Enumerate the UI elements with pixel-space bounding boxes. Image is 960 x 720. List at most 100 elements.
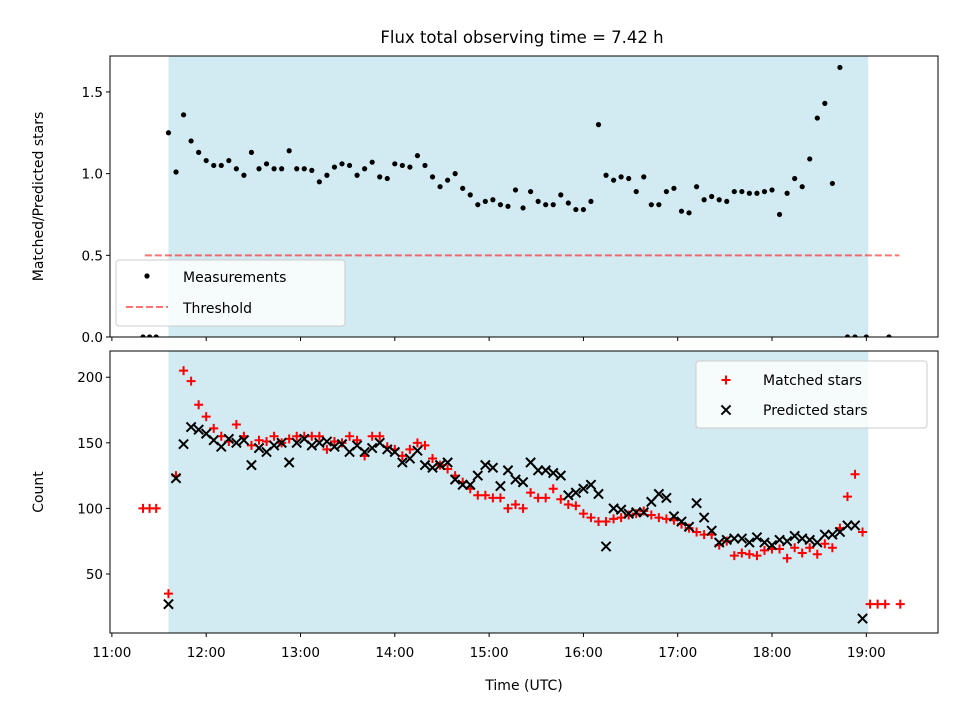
- predicted-star-point: [178, 438, 189, 450]
- predicted-star-point: [193, 424, 204, 436]
- measurement-point: [626, 175, 632, 182]
- matched-star-point: [495, 493, 505, 503]
- measurement-point: [603, 172, 609, 178]
- measurement-point: [746, 190, 752, 196]
- predicted-star-point: [766, 539, 778, 551]
- measurement-point: [437, 184, 443, 190]
- measurement-point: [377, 174, 383, 180]
- measurement-point: [354, 172, 360, 178]
- measurement-point: [829, 180, 835, 187]
- matched-star-point: [186, 376, 196, 386]
- predicted-star-point: [759, 537, 770, 548]
- measurement-point: [648, 202, 654, 208]
- measurement-point: [558, 192, 564, 198]
- measurement-point: [324, 172, 330, 178]
- matched-star-point: [805, 543, 815, 553]
- predicted-star-point: [397, 457, 408, 468]
- matched-star-point: [314, 431, 324, 441]
- measurement-point: [886, 334, 892, 337]
- matched-star-point: [473, 490, 483, 500]
- y-tick-label: 1.0: [82, 167, 103, 183]
- measurement-point: [429, 174, 436, 180]
- matched-star-point: [850, 469, 860, 479]
- measurement-point: [173, 169, 179, 175]
- measurement-point: [784, 190, 790, 196]
- measurement-point: [286, 148, 292, 154]
- legend-label: Measurements: [183, 270, 286, 286]
- measurement-point: [528, 188, 534, 195]
- measurement-point: [153, 334, 159, 337]
- matched-star-point: [428, 454, 438, 464]
- predicted-star-point: [555, 470, 567, 481]
- measurement-point: [188, 138, 194, 144]
- matched-star-point: [646, 510, 656, 520]
- predicted-star-point: [502, 465, 514, 476]
- predicted-star-point: [238, 434, 250, 446]
- matched-star-point: [518, 503, 528, 513]
- x-axis-label: Time (UTC): [484, 678, 562, 694]
- measurement-point: [414, 153, 421, 159]
- x-tick-label: 12:00: [187, 645, 226, 661]
- matched-star-point: [790, 543, 800, 553]
- measurement-point: [641, 174, 647, 180]
- measurement-point: [550, 202, 556, 208]
- matched-star-point: [322, 444, 332, 454]
- matched-star-point: [609, 514, 619, 524]
- predicted-star-point: [472, 470, 484, 481]
- measurement-point: [535, 198, 541, 205]
- measurement-point: [512, 187, 519, 193]
- predicted-star-point: [683, 521, 695, 533]
- predicted-star-point: [185, 421, 197, 433]
- measurement-point: [814, 115, 820, 121]
- x-tick-label: 15:00: [470, 645, 509, 661]
- matched-star-point: [179, 366, 189, 376]
- measurement-point: [754, 190, 760, 196]
- measurement-point: [716, 197, 722, 203]
- predicted-star-point: [638, 507, 650, 518]
- legend: Measurements Threshold: [115, 259, 346, 327]
- predicted-star-point: [419, 459, 431, 471]
- legend-matched-marker: [721, 375, 731, 385]
- matched-star-point: [307, 431, 317, 441]
- series-measurements: [140, 64, 892, 337]
- measurement-point: [588, 198, 594, 205]
- measurement-point: [180, 112, 187, 118]
- matched-star-point: [533, 493, 543, 503]
- predicted-star-point: [223, 433, 235, 445]
- predicted-star-point: [751, 531, 763, 543]
- predicted-star-point: [525, 457, 536, 468]
- measurement-point: [678, 208, 685, 214]
- x-tick-label: 17:00: [658, 645, 697, 661]
- measurement-point: [497, 202, 504, 208]
- predicted-star-point: [170, 472, 182, 484]
- matched-star-point: [246, 440, 256, 450]
- matched-star-point: [548, 484, 558, 494]
- measurement-point: [452, 171, 458, 177]
- predicted-star-point: [570, 487, 582, 498]
- matched-star-point: [375, 431, 385, 441]
- predicted-star-point: [593, 488, 604, 500]
- predicted-star-point: [736, 533, 748, 544]
- measurement-point: [147, 334, 153, 337]
- x-tick-label: 19:00: [847, 645, 886, 661]
- predicted-star-point: [857, 613, 868, 624]
- measurement-point: [709, 193, 715, 200]
- predicted-star-point: [510, 474, 521, 485]
- predicted-star-point: [442, 457, 453, 468]
- matched-star-point: [752, 551, 762, 561]
- predicted-star-point: [653, 488, 665, 500]
- predicted-star-point: [585, 479, 597, 491]
- measurement-point: [248, 149, 255, 155]
- measurement-point: [505, 203, 511, 209]
- predicted-star-point: [231, 437, 242, 449]
- y-tick-label: 1.5: [82, 85, 103, 101]
- axes-frame: [109, 350, 939, 634]
- measurement-point: [580, 206, 587, 213]
- matched-star-point: [729, 551, 739, 561]
- matched-star-point: [895, 599, 905, 609]
- measurement-point: [595, 122, 602, 128]
- predicted-star-point: [661, 492, 672, 504]
- predicted-star-point: [676, 516, 687, 527]
- plot-area: [140, 64, 900, 337]
